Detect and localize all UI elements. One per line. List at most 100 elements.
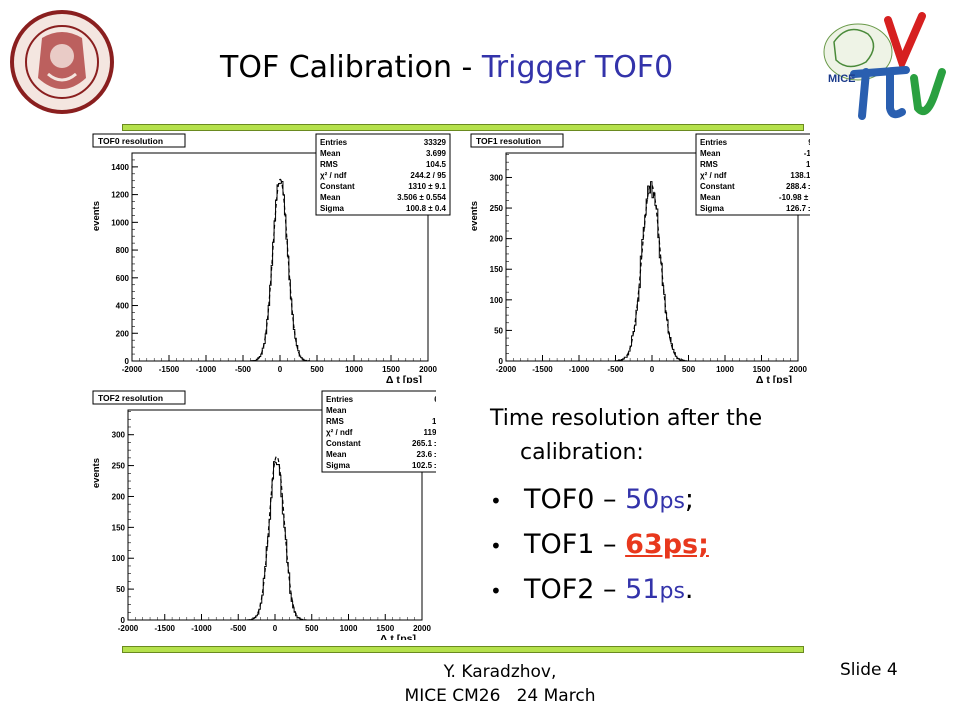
x-tick-label: 1000 [345,365,363,374]
stats-value: 138.1 / 96 [790,171,810,180]
x-tick-label: 0 [650,365,655,374]
stats-key: χ² / ndf [326,428,353,437]
top-divider-bar [122,124,804,131]
item-value: 50 [625,484,660,515]
stats-key: Sigma [700,204,725,213]
x-tick-label: 500 [305,624,319,633]
stats-key: Entries [326,395,354,404]
x-tick-label: 1500 [382,365,400,374]
bullet-dot: • [490,579,502,603]
stats-key: Constant [326,439,361,448]
stats-key: Mean [320,149,341,158]
stats-value: -10.98 ± 1.33 [779,193,810,202]
x-tick-label: 500 [682,365,696,374]
stats-key: Sigma [326,461,351,470]
stats-key: Mean [700,149,721,158]
stats-key: RMS [320,160,338,169]
x-tick-label: 0 [273,624,278,633]
plot-title: TOF0 resolution [98,136,163,146]
y-tick-label: 0 [499,357,504,366]
x-tick-label: -2000 [496,365,517,374]
x-tick-label: -2000 [122,365,143,374]
y-tick-label: 200 [112,492,126,501]
x-tick-label: -1000 [191,624,212,633]
stats-box [315,133,451,216]
stats-value: 108.5 [432,417,436,426]
stats-key: Mean [700,193,721,202]
y-tick-label: 100 [490,296,504,305]
plot-title: TOF2 resolution [98,393,163,403]
stats-value: 3.699 [426,149,447,158]
stats-key: Sigma [320,204,345,213]
tof1-resolution-plot: TOF1 resolution 0 50 100 150 200 250 300 -2000 -1… [469,133,810,383]
x-tick-label: -500 [607,365,624,374]
item-dash: – [594,484,626,515]
y-tick-label: 250 [112,462,126,471]
y-tick-label: 0 [121,616,126,625]
item-end: . [684,574,694,605]
y-tick-label: 600 [116,274,130,283]
x-axis-label: Δ t [ps] [386,374,422,383]
slide-number: Slide 4 [840,660,898,680]
stats-key: Mean [326,406,347,415]
mice-logo-text: MICE [828,73,856,85]
stats-value: 3.506 ± 0.554 [397,193,446,202]
stats-value: 265.1 ± 4.1 [412,439,436,448]
footer-author: Y. Karadzhov, [443,662,557,682]
bottom-divider-bar [122,646,804,653]
stats-key: Entries [700,138,728,147]
histogram-series [132,181,428,362]
stats-value: 23.6 ± 1.2 [416,450,436,459]
x-tick-label: -1500 [155,624,176,633]
x-tick-label: 0 [278,365,283,374]
bullet-dot: • [490,489,502,513]
item-value-highlight: 63ps; [625,529,709,560]
tof0-resolution-plot: TOF0 resolution 0 200 400 600 800 1000 1200 1400… [91,133,451,383]
x-axis-label: Δ t [ps] [756,374,792,383]
item-dash: – [594,529,626,560]
stats-value: 244.2 / 95 [410,171,446,180]
x-tick-label: 2000 [413,624,431,633]
summary-item-tof0: • TOF0 – 50ps; [490,484,830,515]
stats-value: 33329 [424,138,447,147]
y-tick-label: 0 [125,357,130,366]
item-name: TOF2 [524,574,595,605]
y-tick-label: 1000 [111,218,129,227]
item-dash: – [594,574,626,605]
summary-intro: Time resolution after the calibration: [490,406,763,465]
stats-key: χ² / ndf [320,171,347,180]
y-tick-label: 150 [112,523,126,532]
stats-key: Constant [320,182,355,191]
stats-key: RMS [700,160,718,169]
y-tick-label: 150 [490,265,504,274]
x-tick-label: -500 [230,624,247,633]
stats-key: χ² / ndf [700,171,727,180]
stats-value: 131.8 [806,160,810,169]
stats-value: 126.7 ± 1.1 [786,204,810,213]
y-axis-label: events [469,201,480,231]
stats-value: 119 / 90 [424,428,436,437]
y-tick-label: 300 [490,173,504,182]
item-unit: ps [659,489,685,514]
plot-title-box [92,133,186,148]
stats-key: Mean [320,193,341,202]
summary-item-tof2: • TOF2 – 51ps. [490,574,830,605]
item-value: 51 [625,574,660,605]
university-seal-icon [10,10,114,114]
title-separator: - [451,50,482,85]
x-tick-label: 1500 [376,624,394,633]
y-tick-label: 200 [490,235,504,244]
y-tick-label: 400 [116,302,130,311]
footer-event: MICE CM26 24 March [404,686,596,706]
y-tick-label: 200 [116,329,130,338]
title-accent: Trigger TOF0 [481,50,674,85]
x-tick-label: -1000 [196,365,217,374]
plot-title-box [470,133,564,148]
x-tick-label: 1000 [340,624,358,633]
y-tick-label: 1400 [111,163,129,172]
plot-title-box [92,390,186,405]
summary-item-tof1: • TOF1 – 63ps; [490,529,830,560]
tof2-resolution-plot: TOF2 resolution 0 50 100 150 200 250 300 -2000 -1… [91,390,436,640]
x-tick-label: -2000 [118,624,139,633]
x-tick-label: -1500 [532,365,553,374]
